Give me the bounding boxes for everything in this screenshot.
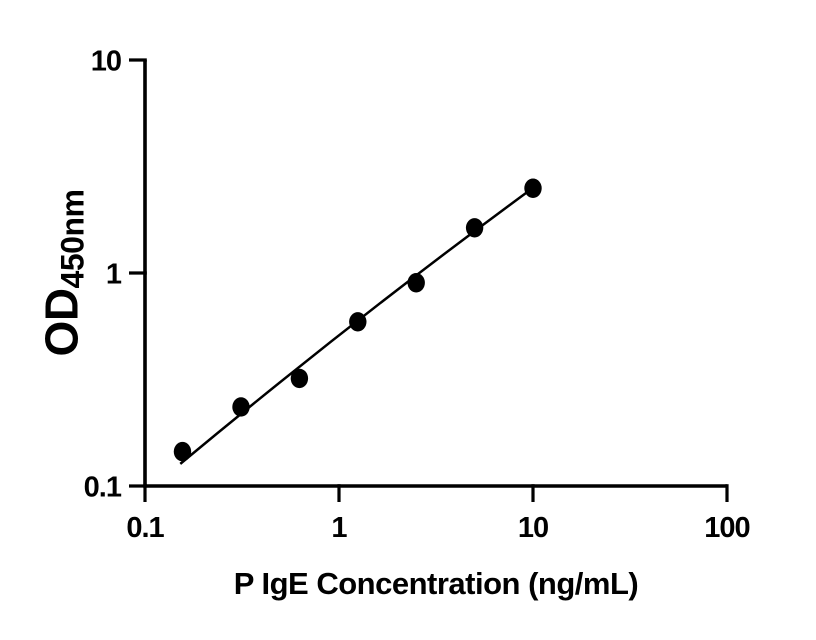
- y-axis-title-subscript: 450nm: [54, 189, 91, 289]
- data-point-marker: [407, 273, 425, 293]
- y-axis-tick-label: 0.1: [84, 472, 122, 504]
- data-point-marker: [173, 441, 192, 462]
- data-point-marker: [290, 368, 309, 389]
- y-axis-tick-label: 1: [106, 259, 122, 291]
- y-axis-title-main: OD: [35, 288, 88, 357]
- data-point-marker: [524, 178, 542, 198]
- data-point-marker: [465, 218, 484, 238]
- x-axis-title: P IgE Concentration (ng/mL): [233, 566, 639, 601]
- x-axis-tick-label: 1: [331, 512, 347, 544]
- data-point-marker: [349, 312, 367, 332]
- y-axis-tick-label: 10: [91, 46, 121, 78]
- data-point-marker: [232, 397, 250, 417]
- x-axis-tick-label: 0.1: [126, 512, 164, 544]
- x-axis-tick-label: 10: [518, 512, 548, 544]
- y-axis-title: OD450nm: [35, 190, 92, 357]
- x-axis-tick-label: 100: [704, 512, 749, 544]
